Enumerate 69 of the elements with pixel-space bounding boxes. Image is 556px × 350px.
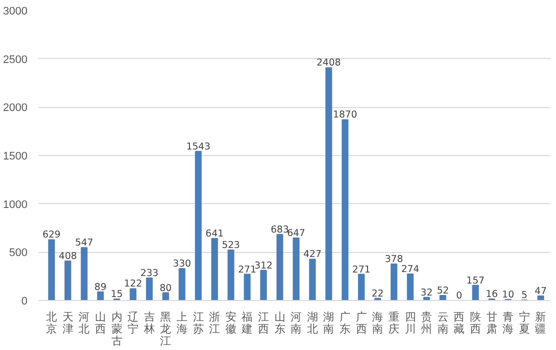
x-tick-label: 湖北 xyxy=(306,312,318,336)
data-label: 1543 xyxy=(186,141,210,152)
x-tick-label: 山西 xyxy=(94,310,106,336)
x-tick-label: 四川 xyxy=(404,312,416,336)
x-tick-label: 西藏 xyxy=(454,312,465,336)
x-tick-label: 云南 xyxy=(437,312,448,336)
data-label: 15 xyxy=(110,289,123,300)
x-tick-label: 安徽 xyxy=(225,310,236,336)
data-label: 647 xyxy=(287,228,306,239)
data-label: 1870 xyxy=(332,110,358,121)
data-label: 408 xyxy=(58,251,77,262)
x-tick-label: 湖南 xyxy=(323,312,334,336)
x-tick-label: 青海 xyxy=(502,310,514,336)
x-tick-label: 黑龙江 xyxy=(160,312,172,348)
data-label: 32 xyxy=(420,287,433,298)
x-tick-label: 河北 xyxy=(78,312,90,336)
y-tick-label: 0 xyxy=(21,296,28,308)
data-label: 312 xyxy=(254,260,273,272)
data-label: 10 xyxy=(502,290,514,301)
x-tick-label: 陕西 xyxy=(470,312,481,336)
data-label: 5 xyxy=(521,290,528,302)
data-label: 378 xyxy=(384,254,404,265)
x-tick-label: 内蒙古 xyxy=(111,310,122,348)
data-label: 2408 xyxy=(316,58,341,69)
x-tick-label: 甘肃 xyxy=(486,310,498,336)
x-tick-label: 河南 xyxy=(290,312,302,336)
x-tick-label: 江苏 xyxy=(192,312,204,336)
data-label: 274 xyxy=(401,264,420,276)
x-tick-label: 广西 xyxy=(356,310,367,336)
y-tick-label: 1000 xyxy=(3,198,28,211)
data-label: 89 xyxy=(94,282,107,293)
data-label: 122 xyxy=(124,278,142,290)
data-label: 22 xyxy=(372,288,384,300)
data-label: 547 xyxy=(75,238,94,249)
data-label: 271 xyxy=(352,264,370,276)
y-tick-label: 1500 xyxy=(3,150,28,162)
data-label: 330 xyxy=(172,258,192,270)
data-label: 157 xyxy=(466,275,485,286)
x-tick-label: 广东 xyxy=(340,310,351,336)
x-tick-label: 吉林 xyxy=(142,310,155,336)
data-label: 641 xyxy=(206,228,224,240)
data-label: 271 xyxy=(238,264,256,276)
data-label: 47 xyxy=(534,286,547,297)
y-tick-label: 2500 xyxy=(3,54,28,66)
data-label: 233 xyxy=(140,268,158,279)
x-tick-label: 浙江 xyxy=(209,310,220,336)
x-tick-label: 江西 xyxy=(258,312,270,336)
y-tick-label: 3000 xyxy=(3,6,28,18)
x-tick-label: 重庆 xyxy=(388,310,400,336)
x-tick-label: 福建 xyxy=(240,310,253,336)
y-tick-label: 500 xyxy=(9,247,28,260)
data-label: 523 xyxy=(222,240,240,251)
x-tick-label: 辽宁 xyxy=(128,312,139,336)
x-tick-label: 贵州 xyxy=(421,310,432,336)
data-label: 0 xyxy=(456,290,462,302)
x-tick-label: 上海 xyxy=(176,310,188,336)
x-tick-label: 海南 xyxy=(372,312,384,336)
data-label: 80 xyxy=(160,282,172,294)
x-tick-label: 宁夏 xyxy=(518,310,530,336)
data-label: 629 xyxy=(42,230,61,241)
y-tick-label: 2000 xyxy=(3,102,28,114)
x-tick-label: 山东 xyxy=(274,310,286,336)
data-label: 16 xyxy=(486,288,498,300)
x-tick-label: 北京 xyxy=(46,310,58,336)
data-label: 52 xyxy=(436,285,449,296)
x-tick-label: 新疆 xyxy=(535,310,546,336)
data-label: 427 xyxy=(303,249,322,260)
data-label: 683 xyxy=(270,224,289,236)
x-tick-label: 天津 xyxy=(62,312,74,336)
